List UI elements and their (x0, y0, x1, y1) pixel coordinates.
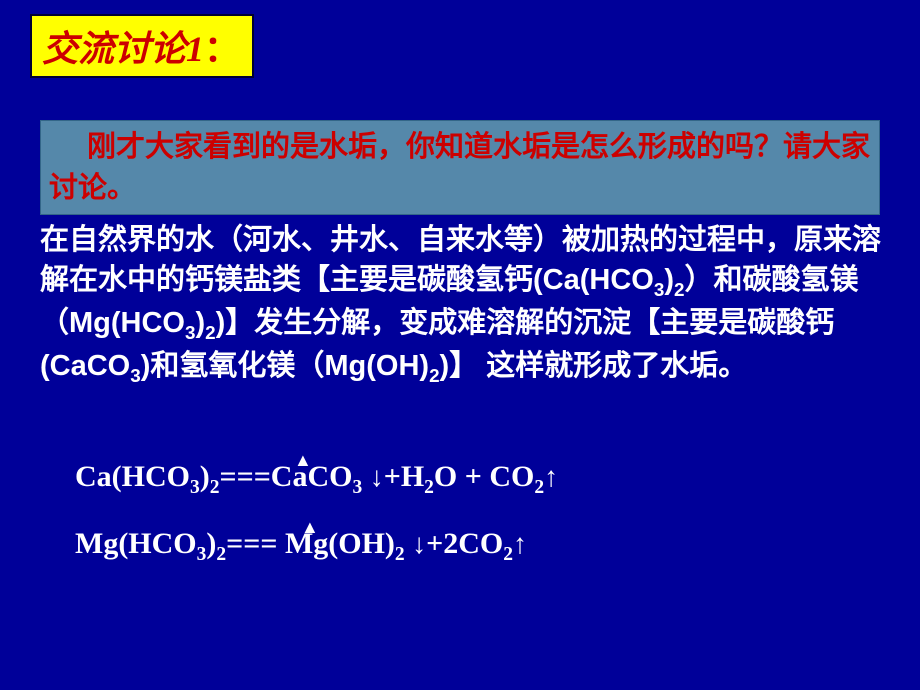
eq2-reactant: Mg(HCO (75, 527, 197, 560)
exp-s1: 3 (654, 279, 664, 300)
exp-p6: )和氢氧化镁（Mg(OH) (141, 350, 429, 382)
eq2-s4: 2 (503, 544, 513, 565)
exp-p2: ) (664, 264, 674, 296)
eq2-s1: 3 (197, 544, 207, 565)
discussion-header-box: 交流讨论1： (30, 14, 254, 78)
eq1-s5: 2 (534, 477, 544, 498)
up-arrow-icon: ↑ (513, 529, 527, 560)
eq1-reactant: Ca(HCO (75, 460, 190, 493)
equation-1: ▲ Ca(HCO3)2===CaCO3 ↓+H2O + CO2↑ (75, 460, 558, 499)
eq1-c1: ) (200, 460, 210, 493)
eq1-s1: 3 (190, 477, 200, 498)
down-arrow-icon: ↓ (370, 462, 384, 493)
eq2-s3: 2 (395, 544, 405, 565)
eq1-s2: 2 (210, 477, 220, 498)
eq2-c1: ) (206, 527, 216, 560)
exp-s4: 2 (205, 322, 215, 343)
eq1-plus1: +H (384, 460, 424, 493)
question-text: 刚才大家看到的是水垢，你知道水垢是怎么形成的吗？请大家讨论。 (49, 127, 871, 208)
heat-triangle-icon: ▲ (294, 450, 312, 471)
down-arrow-icon: ↓ (412, 529, 426, 560)
header-colon: ： (204, 29, 240, 69)
eq2-plus1: +2CO (426, 527, 503, 560)
exp-s6: 2 (429, 364, 439, 385)
eq2-eq: === (226, 527, 285, 560)
header-number: 1 (186, 29, 204, 69)
exp-s5: 3 (130, 364, 140, 385)
up-arrow-icon: ↑ (544, 462, 558, 493)
eq1-s4: 2 (424, 477, 434, 498)
equation-2: ▲ Mg(HCO3)2=== Mg(OH)2 ↓+2CO2↑ (75, 527, 558, 566)
exp-s3: 3 (185, 322, 195, 343)
chemical-equations: ▲ Ca(HCO3)2===CaCO3 ↓+H2O + CO2↑ ▲ Mg(HC… (75, 460, 558, 594)
header-title: 交流讨论 (42, 28, 186, 69)
heat-triangle-icon: ▲ (301, 517, 319, 538)
exp-p4: ) (195, 307, 205, 339)
explanation-text: 在自然界的水（河水、井水、自来水等）被加热的过程中，原来溶解在水中的钙镁盐类【主… (40, 220, 890, 388)
question-content: 刚才大家看到的是水垢，你知道水垢是怎么形成的吗？请大家讨论。 (49, 131, 870, 204)
eq1-prod2: O + CO (434, 460, 534, 493)
question-box: 刚才大家看到的是水垢，你知道水垢是怎么形成的吗？请大家讨论。 (40, 120, 880, 215)
eq2-s2: 2 (216, 544, 226, 565)
eq1-sp1 (362, 460, 370, 493)
exp-p7: )】 这样就形成了水垢。 (440, 350, 748, 382)
exp-s2: 2 (674, 279, 684, 300)
eq1-eq: === (220, 460, 271, 493)
eq1-s3: 3 (352, 477, 362, 498)
